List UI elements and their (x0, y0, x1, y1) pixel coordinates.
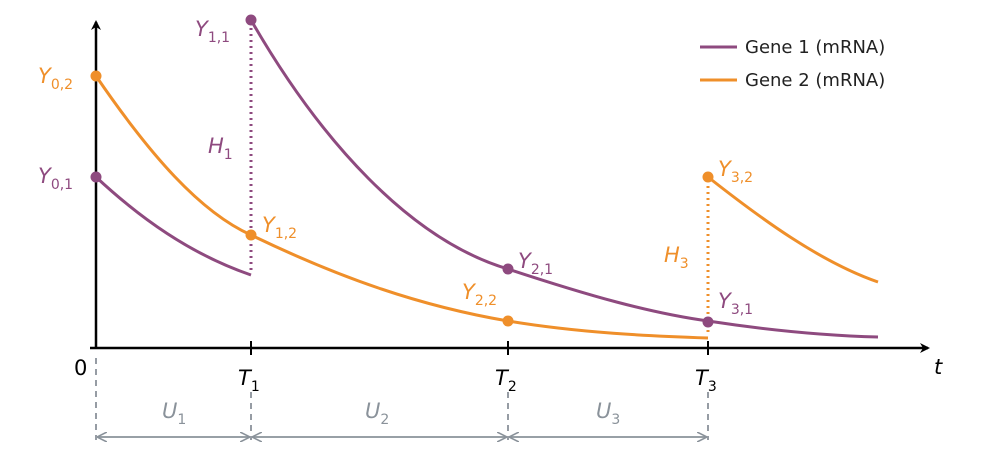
label-y11: Y1,1 (195, 17, 230, 46)
point-y02 (90, 70, 102, 82)
t-axis-label: t (934, 355, 943, 379)
gene1-curve (94, 175, 252, 277)
label-y22: Y2,2 (462, 280, 497, 309)
label-y21: Y2,1 (518, 249, 553, 278)
legend: Gene 1 (mRNA) Gene 2 (mRNA) (700, 37, 885, 91)
legend-gene1-label: Gene 1 (mRNA) (745, 37, 885, 58)
point-y21 (502, 263, 514, 275)
tick-label-t3: T3 (695, 366, 717, 395)
label-y02: Y0,2 (38, 64, 73, 93)
tick-label-t1: T1 (238, 366, 260, 395)
point-y11 (245, 14, 257, 26)
gene2-curve-after-t3 (707, 175, 879, 284)
gene1-curve-after-t1 (249, 19, 879, 339)
origin-label: 0 (74, 356, 87, 380)
label-y01: Y0,1 (38, 164, 73, 193)
legend-gene2-label: Gene 2 (mRNA) (745, 70, 885, 91)
label-u1: U1 (162, 399, 186, 428)
point-y22 (502, 315, 514, 327)
tick-label-t2: T2 (495, 366, 517, 395)
label-y31: Y3,1 (718, 289, 753, 318)
label-h1: H1 (208, 134, 233, 163)
label-y32: Y3,2 (718, 157, 753, 186)
point-y12 (245, 229, 257, 241)
point-y01 (90, 171, 102, 183)
gene2-curve (94, 75, 709, 340)
point-y31 (702, 316, 714, 328)
label-u2: U2 (365, 399, 389, 428)
label-y12: Y1,2 (262, 213, 297, 242)
point-y32 (702, 171, 714, 183)
label-h3: H3 (664, 243, 689, 272)
label-u3: U3 (596, 399, 620, 428)
